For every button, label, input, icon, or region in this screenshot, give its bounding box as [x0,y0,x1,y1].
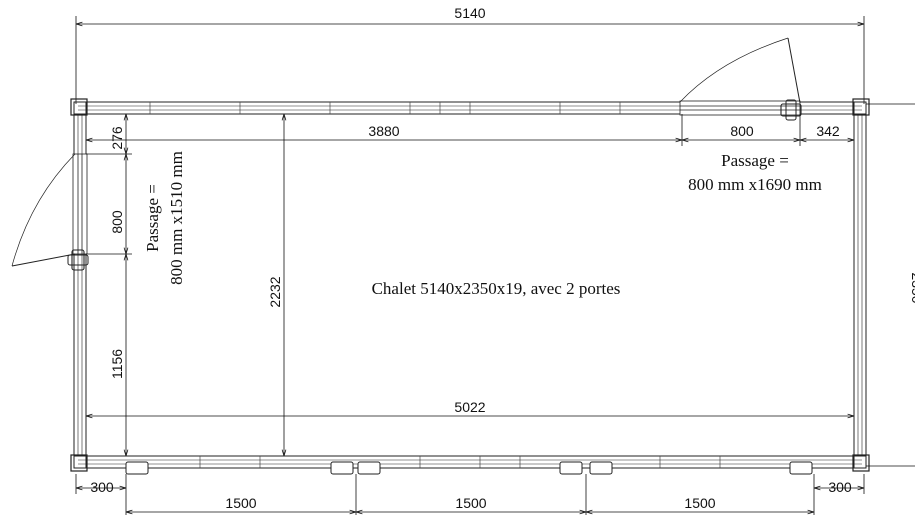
overall-width-label: 2350 [909,272,915,303]
overall-length-label: 5140 [454,5,485,21]
door-right-passage-line1: Passage = [721,151,789,170]
door-left-bottom-offset-label: 1156 [109,349,125,379]
left-door-dimensions [86,114,132,456]
beam-spacing-1-label: 1500 [225,495,256,511]
door-top-left-offset-label: 3880 [368,123,399,139]
chalet-title: Chalet 5140x2350x19, avec 2 portes [372,279,621,298]
inner-height-label: 2232 [267,276,283,307]
door-left-top-offset-label: 276 [109,126,125,150]
beam-spacing-3-label: 1500 [684,495,715,511]
beam-spacing-dimensions [75,474,865,515]
door-left [11,153,89,271]
door-top-right-offset-label: 342 [816,123,840,139]
bottom-right-margin-label: 300 [828,479,852,495]
door-top-width-label: 800 [730,123,754,139]
beam-spacing-2-label: 1500 [455,495,486,511]
top-door-dimensions [86,114,854,146]
floor-beams [125,461,813,475]
inner-length-label: 5022 [454,399,485,415]
door-right-passage-line2: 800 mm x1690 mm [688,175,822,194]
door-top-right [679,37,802,121]
overall-length-dimension [75,16,865,104]
door-left-passage-line2: 800 mm x1510 mm [167,151,186,285]
panel-joints [149,102,721,468]
bottom-left-margin-label: 300 [90,479,114,495]
door-left-width-label: 800 [109,210,125,234]
overall-width-dimension [866,103,915,467]
door-left-passage-line1: Passage = [143,184,162,252]
